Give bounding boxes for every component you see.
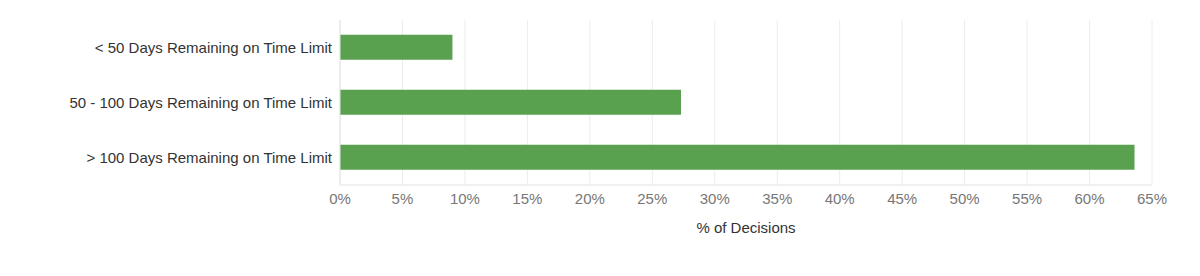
- svg-text:50%: 50%: [950, 190, 980, 207]
- svg-text:50 - 100 Days Remaining on Tim: 50 - 100 Days Remaining on Time Limit: [69, 94, 332, 111]
- svg-text:65%: 65%: [1137, 190, 1167, 207]
- svg-text:60%: 60%: [1075, 190, 1105, 207]
- svg-text:30%: 30%: [700, 190, 730, 207]
- svg-text:10%: 10%: [450, 190, 480, 207]
- svg-text:0%: 0%: [329, 190, 351, 207]
- svg-text:55%: 55%: [1012, 190, 1042, 207]
- svg-text:20%: 20%: [575, 190, 605, 207]
- svg-text:% of Decisions: % of Decisions: [696, 219, 795, 236]
- svg-text:35%: 35%: [762, 190, 792, 207]
- svg-text:45%: 45%: [887, 190, 917, 207]
- svg-text:15%: 15%: [512, 190, 542, 207]
- svg-text:5%: 5%: [392, 190, 414, 207]
- svg-text:40%: 40%: [825, 190, 855, 207]
- svg-text:25%: 25%: [637, 190, 667, 207]
- svg-text:< 50 Days Remaining on Time Li: < 50 Days Remaining on Time Limit: [95, 39, 333, 56]
- svg-text:> 100 Days Remaining on Time L: > 100 Days Remaining on Time Limit: [86, 149, 332, 166]
